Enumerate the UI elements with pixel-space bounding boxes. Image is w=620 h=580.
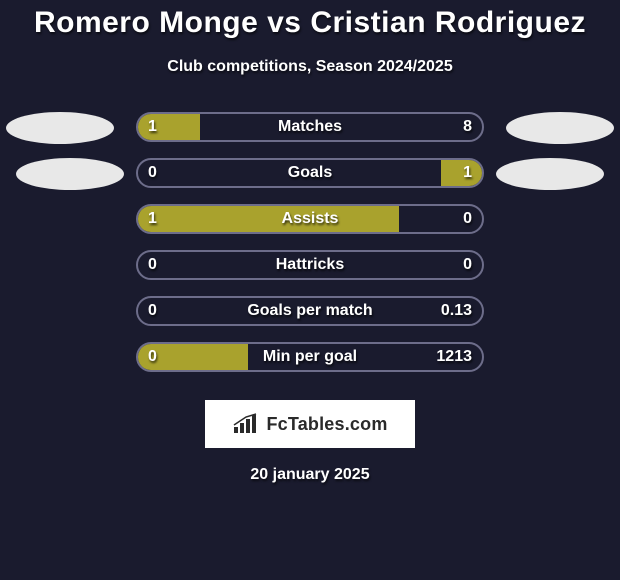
brand-badge: FcTables.com	[205, 400, 415, 448]
stat-label: Goals per match	[138, 298, 482, 324]
bar-fill-left	[138, 114, 200, 140]
bar-fill-right	[441, 160, 482, 186]
chart-icon	[232, 413, 260, 435]
bar-fill-left	[138, 206, 399, 232]
stat-row: Goals 0 1	[0, 158, 620, 204]
player-avatar-right	[496, 158, 604, 190]
bar-track: Goals per match	[136, 296, 484, 326]
player-avatar-right	[506, 112, 614, 144]
stat-row: Min per goal 0 1213	[0, 342, 620, 388]
stat-row: Matches 1 8	[0, 112, 620, 158]
player-avatar-left	[6, 112, 114, 144]
player-avatar-left	[16, 158, 124, 190]
bar-track: Goals	[136, 158, 484, 188]
comparison-chart: Matches 1 8 Goals 0 1 Assists 1 0 Hattri…	[0, 112, 620, 388]
bar-track: Hattricks	[136, 250, 484, 280]
stat-label: Goals	[138, 160, 482, 186]
bar-track: Assists	[136, 204, 484, 234]
brand-text: FcTables.com	[266, 414, 387, 435]
bar-track: Matches	[136, 112, 484, 142]
subtitle: Club competitions, Season 2024/2025	[0, 58, 620, 76]
bar-fill-left	[138, 344, 248, 370]
stat-label: Hattricks	[138, 252, 482, 278]
stat-row: Assists 1 0	[0, 204, 620, 250]
stat-row: Goals per match 0 0.13	[0, 296, 620, 342]
bar-track: Min per goal	[136, 342, 484, 372]
stat-row: Hattricks 0 0	[0, 250, 620, 296]
page-title: Romero Monge vs Cristian Rodriguez	[0, 0, 620, 40]
footer-date: 20 january 2025	[0, 466, 620, 484]
